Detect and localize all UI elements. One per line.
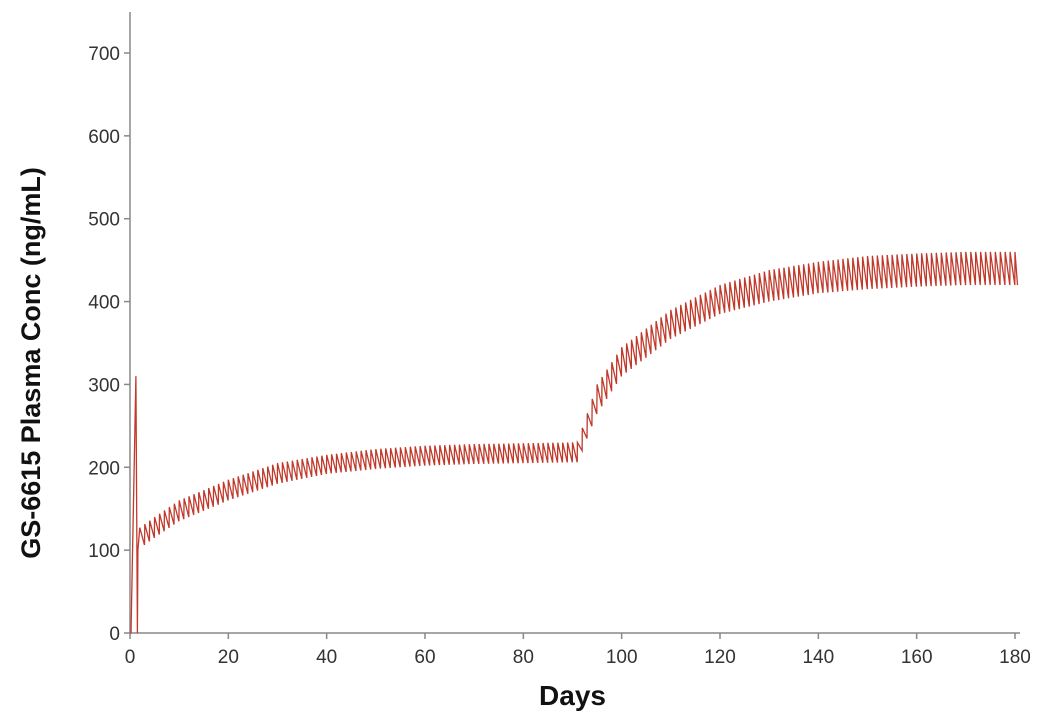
x-tick-label: 160 (901, 647, 933, 668)
y-tick-label: 700 (88, 44, 120, 65)
y-tick-label: 200 (88, 458, 120, 479)
y-tick-label: 0 (109, 624, 120, 645)
x-tick-label: 180 (999, 647, 1031, 668)
y-tick-label: 600 (88, 127, 120, 148)
y-axis-title: GS-6615 Plasma Conc (ng/mL) (16, 167, 46, 559)
x-axis-title: Days (539, 680, 606, 711)
x-tick-label: 0 (125, 647, 136, 668)
y-tick-label: 300 (88, 375, 120, 396)
y-axis: 0 100 200 300 400 500 600 700 (88, 12, 131, 645)
x-ticks: 0 20 40 60 80 100 120 140 160 180 (125, 633, 1031, 668)
x-axis: 0 20 40 60 80 100 120 140 160 180 (125, 632, 1031, 668)
x-tick-label: 20 (218, 647, 239, 668)
y-ticks: 0 100 200 300 400 500 600 700 (88, 44, 130, 645)
x-tick-label: 100 (606, 647, 638, 668)
x-tick-label: 140 (802, 647, 834, 668)
y-tick-label: 500 (88, 210, 120, 231)
x-tick-label: 80 (513, 647, 534, 668)
x-tick-label: 120 (704, 647, 736, 668)
x-tick-label: 60 (414, 647, 435, 668)
y-tick-label: 400 (88, 293, 120, 314)
series-line (130, 251, 1019, 634)
x-tick-label: 40 (316, 647, 337, 668)
y-tick-label: 100 (88, 541, 120, 562)
